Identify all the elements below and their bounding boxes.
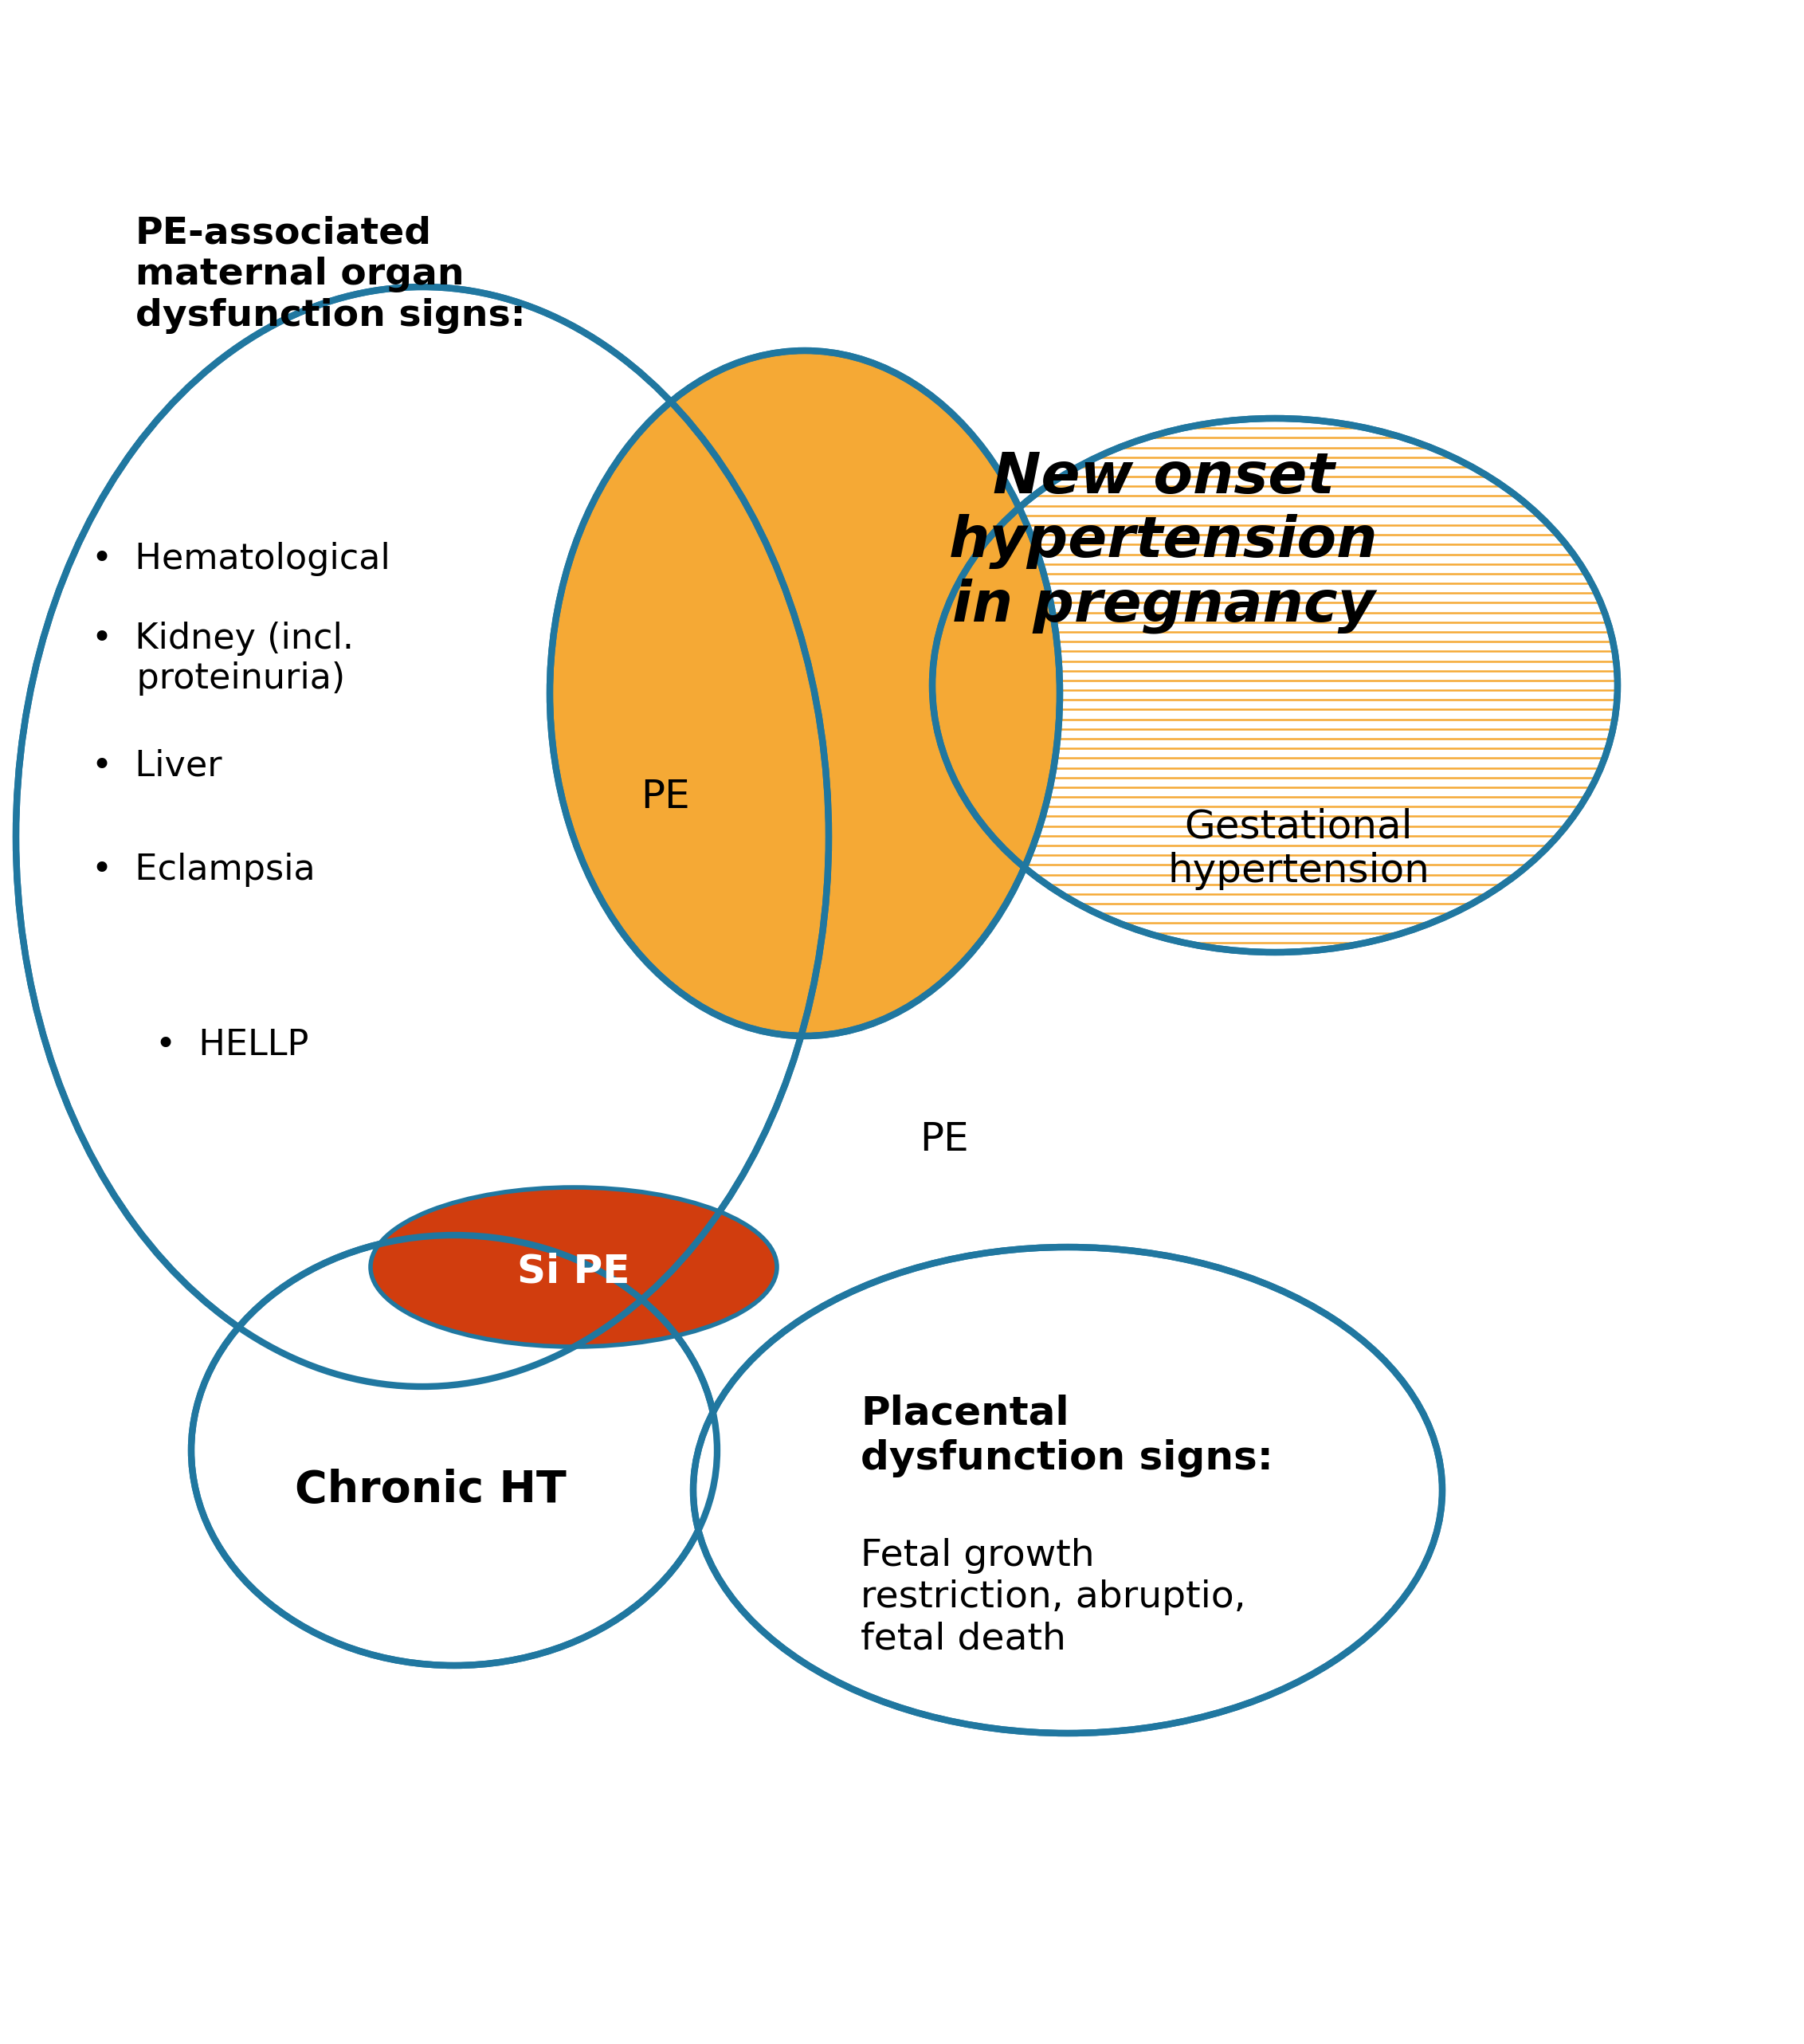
Text: PE-associated
maternal organ
dysfunction signs:: PE-associated maternal organ dysfunction…	[135, 215, 525, 333]
Text: Gestational
hypertension: Gestational hypertension	[1167, 807, 1431, 889]
Text: PE: PE	[640, 779, 689, 816]
Ellipse shape	[191, 1235, 718, 1666]
Text: Si PE: Si PE	[518, 1251, 630, 1290]
Ellipse shape	[933, 419, 1618, 953]
Ellipse shape	[693, 1247, 1441, 1733]
Ellipse shape	[16, 286, 828, 1386]
Ellipse shape	[550, 352, 1059, 1036]
Text: •  Kidney (incl.
    proteinuria): • Kidney (incl. proteinuria)	[92, 621, 354, 695]
Text: •  Hematological: • Hematological	[92, 542, 390, 576]
Text: New onset
hypertension
in pregnancy: New onset hypertension in pregnancy	[949, 450, 1378, 634]
Ellipse shape	[550, 352, 1059, 1036]
Ellipse shape	[550, 352, 1059, 1036]
Text: Fetal growth
restriction, abruptio,
fetal death: Fetal growth restriction, abruptio, feta…	[861, 1537, 1247, 1658]
Ellipse shape	[370, 1188, 778, 1347]
Text: •  Liver: • Liver	[92, 748, 222, 783]
Text: Chronic HT: Chronic HT	[294, 1470, 566, 1513]
Text: •  Eclampsia: • Eclampsia	[92, 852, 316, 887]
Text: PE: PE	[920, 1120, 969, 1159]
Text: •  HELLP: • HELLP	[155, 1028, 308, 1063]
Text: Placental
dysfunction signs:: Placental dysfunction signs:	[861, 1394, 1274, 1478]
